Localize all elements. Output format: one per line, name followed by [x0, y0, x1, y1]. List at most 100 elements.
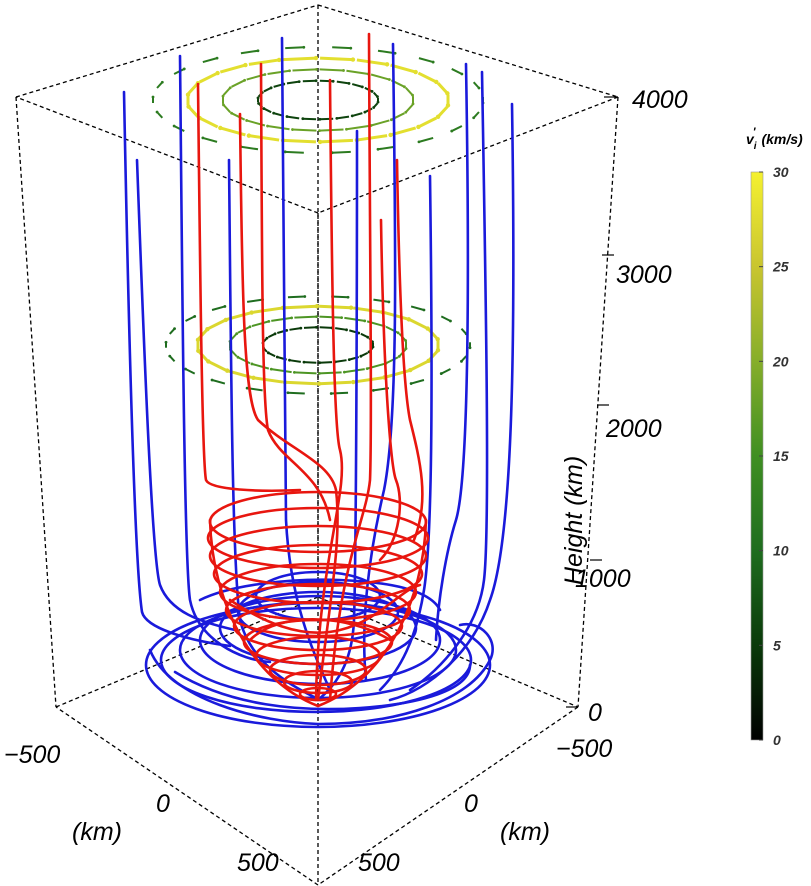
velocity-arrow-head — [286, 391, 290, 395]
velocity-arrow-head — [201, 136, 205, 140]
velocity-arrow — [198, 116, 219, 129]
velocity-arrow-head — [285, 115, 289, 118]
velocity-arrow — [332, 46, 351, 50]
velocity-arrow-head — [376, 100, 380, 104]
velocity-arrow-head — [360, 85, 364, 89]
red-helix-ring — [268, 653, 368, 687]
velocity-arrow-head — [314, 304, 320, 309]
velocity-arrow — [336, 115, 350, 120]
velocity-arrow-head — [266, 124, 269, 128]
red-field-line — [259, 62, 332, 522]
velocity-arrow — [410, 379, 425, 385]
y-tick-label: 0 — [464, 790, 478, 818]
velocity-arrow-head — [230, 111, 233, 115]
colorbar-tick-label: 5 — [773, 637, 781, 653]
velocity-arrow-head — [348, 305, 354, 310]
velocity-arrow-head — [297, 80, 301, 84]
velocity-arrow-head — [397, 354, 401, 358]
velocity-arrow — [219, 63, 246, 74]
velocity-arrow-head — [251, 375, 256, 380]
y-tick-label: 500 — [358, 849, 400, 877]
velocity-arrow-head — [408, 367, 413, 373]
velocity-arrow-head — [372, 388, 375, 392]
velocity-arrow — [451, 125, 463, 132]
velocity-arrow-head — [387, 300, 391, 304]
velocity-arrow-head — [218, 125, 223, 131]
velocity-arrow-head — [315, 315, 318, 319]
velocity-arrow-head — [265, 336, 269, 340]
velocity-arrow — [390, 63, 417, 74]
red-field-line — [196, 82, 302, 492]
velocity-arrow — [331, 295, 349, 299]
velocity-arrow — [282, 56, 316, 62]
velocity-arrow-head — [445, 91, 450, 96]
velocity-arrow-head — [269, 86, 273, 90]
velocity-arrow — [292, 68, 317, 72]
velocity-arrow — [302, 79, 317, 83]
velocity-arrow-head — [409, 382, 413, 385]
velocity-arrow — [289, 359, 301, 363]
velocity-arrow-head — [228, 86, 232, 90]
x-axis-label: (km) — [72, 818, 122, 846]
velocity-arrow — [240, 49, 259, 55]
colorbar-tick-label: 10 — [773, 543, 789, 559]
velocity-arrow-head — [416, 124, 421, 130]
velocity-arrow-head — [317, 139, 323, 145]
velocity-arrow — [410, 305, 425, 311]
velocity-arrow — [373, 298, 390, 303]
red-helix-ring — [298, 686, 338, 702]
velocity-arrow-head — [431, 60, 435, 64]
velocity-arrow-head — [223, 317, 228, 323]
velocity-arrow-head — [172, 124, 176, 128]
velocity-arrow — [427, 349, 439, 362]
velocity-arrow-head — [182, 67, 186, 71]
velocity-arrow — [211, 305, 226, 311]
velocity-arrow — [267, 125, 290, 131]
colorbar: vi' (km/s) 0 5 10 15 20 25 30 — [746, 125, 803, 748]
red-field-lines — [196, 32, 430, 708]
red-helix-ring — [282, 669, 354, 695]
velocity-arrow — [287, 295, 305, 299]
box-edge — [15, 4, 319, 98]
colorbar-ticks: 0 5 10 15 20 25 30 — [759, 164, 789, 748]
velocity-arrow-head — [359, 354, 363, 358]
velocity-arrow-head — [450, 129, 454, 133]
velocity-arrow-head — [404, 110, 408, 114]
y-tick-label: −500 — [556, 735, 612, 763]
velocity-arrow-head — [435, 336, 440, 342]
velocity-arrow-head — [245, 386, 249, 390]
velocity-arrow-head — [276, 57, 282, 63]
velocity-arrow — [240, 145, 259, 151]
box-edge — [55, 706, 319, 886]
velocity-arrow-head — [345, 328, 348, 332]
velocity-arrow — [370, 73, 390, 81]
velocity-arrow — [436, 105, 449, 118]
velocity-arrow-head — [318, 117, 322, 121]
velocity-arrow — [331, 391, 349, 395]
velocity-arrow — [271, 368, 292, 374]
velocity-arrow — [356, 134, 388, 142]
velocity-arrow-head — [477, 86, 481, 90]
velocity-arrow-head — [215, 56, 219, 60]
velocity-arrow-head — [331, 79, 335, 83]
velocity-arrow-head — [235, 332, 239, 336]
z-axis-ticks — [566, 96, 618, 708]
velocity-arrow — [173, 125, 185, 132]
velocity-arrow-head — [285, 328, 289, 332]
velocity-arrow — [356, 58, 388, 66]
red-field-line — [378, 218, 402, 562]
velocity-arrow-head — [318, 129, 321, 133]
velocity-arrow-head — [342, 69, 345, 72]
red-field-line — [314, 78, 344, 702]
velocity-arrow-head — [347, 358, 351, 362]
velocity-arrow — [351, 112, 363, 117]
velocity-arrow-head — [288, 358, 291, 362]
velocity-arrow-head — [342, 370, 346, 374]
velocity-arrow — [440, 368, 451, 375]
velocity-arrow — [320, 138, 354, 144]
velocity-arrow-head — [263, 73, 267, 76]
velocity-arrow — [222, 87, 231, 96]
velocity-arrow — [197, 328, 209, 341]
blue-field-line — [408, 70, 489, 692]
colorbar-tick-label: 25 — [772, 259, 789, 275]
